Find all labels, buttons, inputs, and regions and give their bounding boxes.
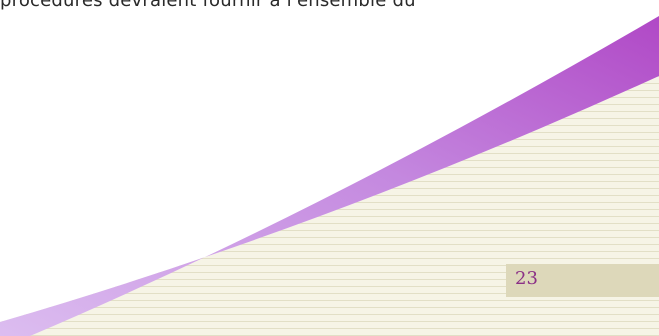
body-text-line: procédures devraient fournir à l'ensembl… xyxy=(0,0,416,13)
page-number: 23 xyxy=(515,265,538,293)
